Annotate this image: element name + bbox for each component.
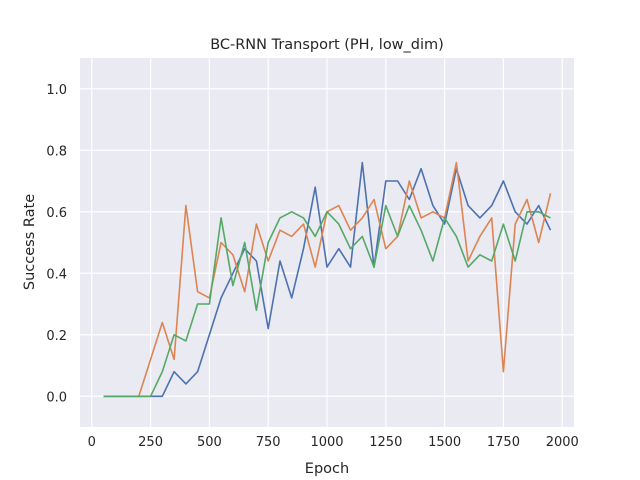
x-tick-label: 1250 bbox=[369, 435, 402, 450]
x-tick-label: 500 bbox=[197, 435, 222, 450]
y-tick-label: 0.4 bbox=[46, 267, 67, 282]
chart-title: BC-RNN Transport (PH, low_dim) bbox=[210, 37, 444, 53]
y-tick-label: 0.6 bbox=[46, 206, 67, 221]
x-tick-label: 2000 bbox=[546, 435, 579, 450]
x-tick-label: 1750 bbox=[487, 435, 520, 450]
y-tick-label: 0.2 bbox=[46, 329, 67, 344]
x-tick-label: 1000 bbox=[310, 435, 343, 450]
series-lines bbox=[103, 161, 552, 398]
x-tick-labels: 0 250 500 750 1000 1250 1500 1750 2000 bbox=[88, 435, 579, 450]
x-tick-label: 1500 bbox=[428, 435, 461, 450]
y-tick-labels: 0.0 0.2 0.4 0.6 0.8 1.0 bbox=[46, 83, 67, 406]
y-tick-label: 0.0 bbox=[46, 390, 67, 405]
series-line-seed-3 bbox=[103, 204, 551, 398]
grid bbox=[80, 58, 574, 427]
x-tick-label: 750 bbox=[256, 435, 281, 450]
x-tick-label: 0 bbox=[88, 435, 96, 450]
y-tick-label: 1.0 bbox=[46, 83, 67, 98]
x-tick-label: 250 bbox=[138, 435, 163, 450]
y-axis-label: Success Rate bbox=[22, 194, 38, 290]
x-axis-label: Epoch bbox=[305, 461, 349, 477]
series-line-seed-1 bbox=[103, 161, 552, 398]
y-tick-label: 0.8 bbox=[46, 144, 67, 159]
